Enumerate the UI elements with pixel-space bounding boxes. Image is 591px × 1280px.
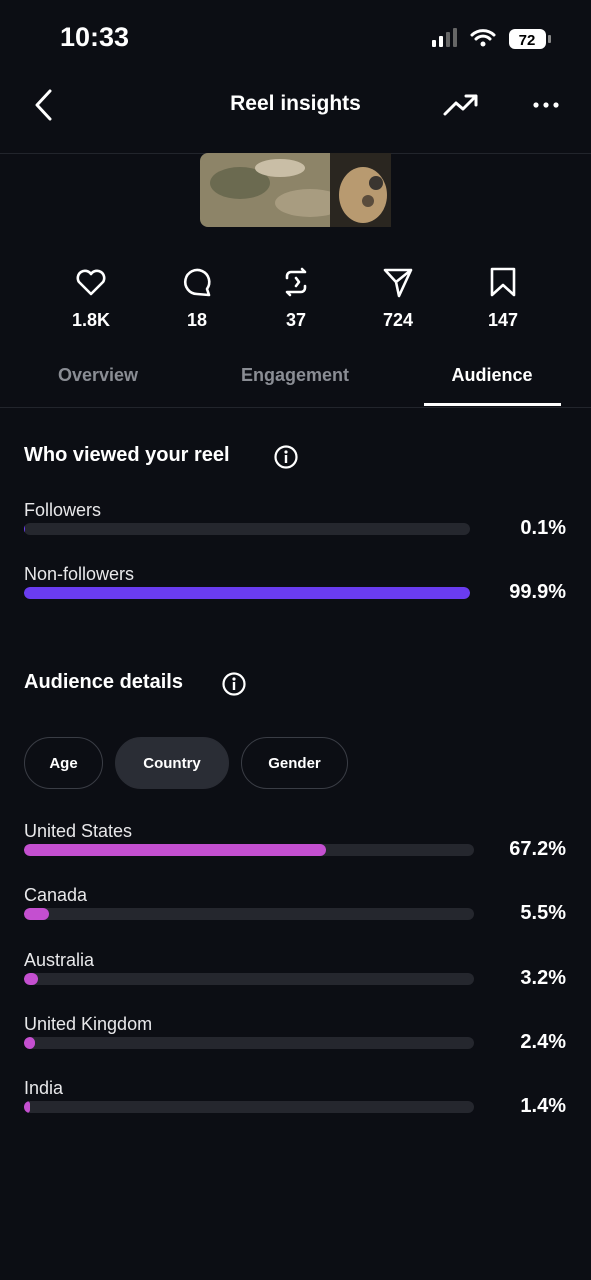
bar bbox=[24, 972, 39, 985]
more-button[interactable] bbox=[532, 100, 560, 110]
value-label: 2.4% bbox=[520, 1030, 566, 1053]
stat-count: 37 bbox=[285, 310, 307, 330]
divider bbox=[0, 407, 591, 408]
row-label: United States bbox=[24, 821, 133, 841]
row-label: Followers bbox=[24, 500, 102, 520]
battery-level: 72 bbox=[519, 32, 536, 49]
section-title: Audience details bbox=[24, 671, 183, 693]
back-button[interactable] bbox=[30, 88, 60, 122]
bar bbox=[24, 587, 470, 599]
bar-track bbox=[24, 587, 470, 599]
bar bbox=[24, 1101, 31, 1114]
bar-track bbox=[24, 523, 470, 535]
stat-count: 147 bbox=[487, 310, 519, 330]
status-icons: 72 bbox=[432, 28, 551, 49]
bar bbox=[24, 844, 327, 856]
value-label: 0.1% bbox=[520, 517, 566, 539]
stat-icons bbox=[76, 267, 516, 298]
reel-thumbnail[interactable] bbox=[200, 153, 391, 227]
value-label: 99.9% bbox=[509, 581, 566, 603]
stat-count: 724 bbox=[382, 310, 414, 330]
value-label: 5.5% bbox=[520, 902, 566, 925]
filter-chip[interactable]: Country bbox=[115, 737, 229, 789]
value-label: 3.2% bbox=[520, 966, 566, 989]
value-label: 67.2% bbox=[509, 838, 566, 860]
status-time: 10:33 bbox=[60, 22, 130, 52]
bar-track bbox=[24, 908, 474, 921]
stat-count: 18 bbox=[186, 310, 208, 330]
row-label: United Kingdom bbox=[24, 1013, 153, 1034]
bar-track bbox=[24, 844, 474, 856]
page-title: Reel insights bbox=[230, 92, 361, 115]
bar bbox=[24, 1036, 35, 1049]
trend-button[interactable] bbox=[442, 92, 480, 118]
filter-chip[interactable]: Age bbox=[24, 737, 103, 789]
bar-track bbox=[24, 1101, 474, 1114]
info-icon[interactable] bbox=[221, 671, 247, 697]
stat-count: 1.8K bbox=[71, 310, 111, 330]
row-label: India bbox=[24, 1078, 64, 1099]
active-tab-indicator bbox=[424, 403, 561, 406]
row-label: Australia bbox=[24, 949, 95, 970]
tab[interactable]: Audience bbox=[451, 365, 533, 385]
bar-track bbox=[24, 1036, 474, 1049]
info-icon[interactable] bbox=[273, 444, 299, 470]
value-label: 1.4% bbox=[520, 1095, 566, 1118]
row-label: Non-followers bbox=[24, 564, 135, 584]
row-label: Canada bbox=[24, 885, 88, 906]
tab[interactable]: Engagement bbox=[240, 365, 350, 385]
section-title: Who viewed your reel bbox=[24, 444, 230, 466]
bar-track bbox=[24, 972, 474, 985]
bar bbox=[24, 908, 49, 921]
tab[interactable]: Overview bbox=[57, 365, 139, 385]
filter-chip[interactable]: Gender bbox=[241, 737, 348, 789]
